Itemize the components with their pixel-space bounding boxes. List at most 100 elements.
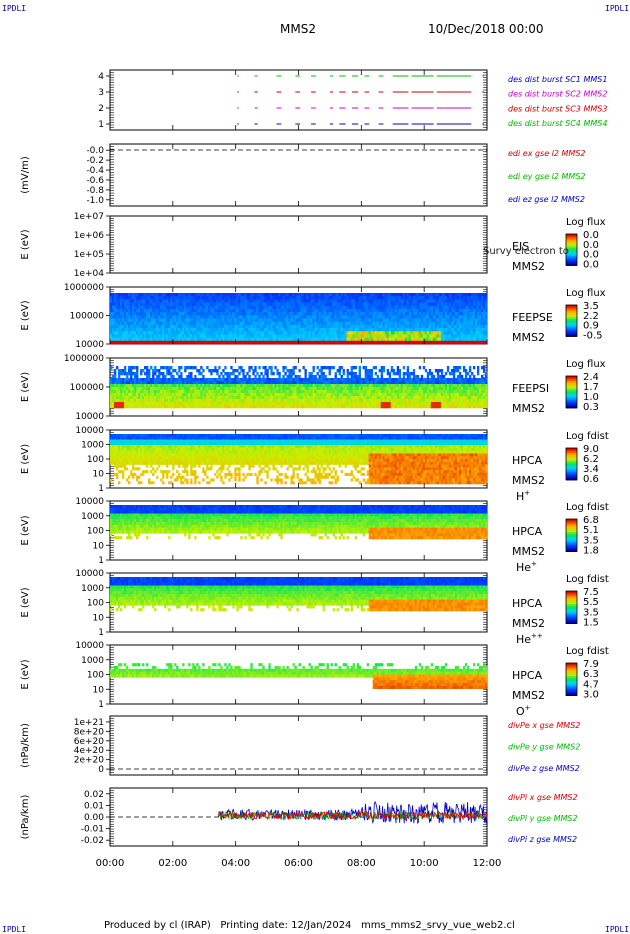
- heatmap-cell: [170, 375, 173, 379]
- heatmap-cell: [366, 399, 369, 403]
- heatmap-cell: [252, 396, 255, 400]
- heatmap-cell: [198, 305, 201, 310]
- heatmap-cell: [192, 405, 195, 409]
- heatmap-cell: [320, 396, 323, 400]
- heatmap-cell: [320, 366, 323, 370]
- heatmap-cell: [152, 337, 155, 342]
- heatmap-cell: [300, 321, 303, 326]
- heatmap-cell: [270, 305, 273, 310]
- heatmap-cell: [484, 318, 488, 322]
- heatmap-cell: [376, 315, 380, 319]
- heatmap-cell: [224, 299, 227, 303]
- heatmap-cell: [144, 299, 147, 303]
- heatmap-cell: [328, 390, 331, 394]
- heatmap-cell: [220, 372, 223, 376]
- heatmap-cell: [408, 299, 412, 303]
- heatmap-cell: [396, 337, 400, 342]
- heatmap-cell: [292, 340, 295, 345]
- heatmap-cell: [176, 299, 179, 303]
- heatmap-cell: [182, 299, 185, 303]
- heatmap-cell: [354, 384, 357, 388]
- heatmap-cell: [366, 302, 369, 307]
- heatmap-cell: [392, 331, 396, 335]
- heatmap-cell: [274, 340, 277, 345]
- heatmap-cell: [114, 405, 117, 409]
- heatmap-cell: [246, 328, 249, 332]
- heatmap-cell: [232, 396, 235, 400]
- heatmap-cell: [348, 293, 351, 297]
- heatmap-cell: [284, 318, 287, 322]
- heatmap-cell: [296, 324, 299, 329]
- heatmap-cell: [446, 299, 450, 303]
- heatmap-cell: [228, 396, 231, 400]
- heatmap-cell: [148, 308, 151, 313]
- heatmap-cell: [268, 334, 271, 338]
- heatmap-cell: [356, 399, 359, 403]
- heatmap-cell: [274, 387, 277, 391]
- heatmap-feepsi: [110, 366, 488, 409]
- heatmap-cell: [262, 312, 265, 316]
- heatmap-cell: [370, 299, 373, 303]
- heatmap-cell: [434, 331, 438, 335]
- heatmap-cell: [266, 340, 269, 345]
- heatmap-cell: [176, 331, 179, 335]
- heatmap-cell: [328, 318, 331, 322]
- heatmap-cell: [412, 305, 416, 310]
- heatmap-cell: [346, 318, 349, 322]
- heatmap-cell: [236, 340, 239, 345]
- heatmap-cell: [258, 387, 261, 391]
- heatmap-cell: [168, 340, 171, 345]
- heatmap-cell: [304, 308, 307, 313]
- heatmap-cell: [310, 312, 313, 316]
- heatmap-cell: [180, 384, 183, 388]
- heatmap-cell: [234, 384, 237, 388]
- heatmap-cell: [250, 302, 253, 307]
- heatmap-cell: [430, 324, 434, 329]
- heatmap-cell: [202, 393, 205, 397]
- heatmap-cell: [312, 321, 315, 326]
- heatmap-cell: [362, 405, 365, 409]
- heatmap-cell: [336, 318, 339, 322]
- heatmap-cell: [234, 387, 237, 391]
- heatmap-cell: [194, 321, 197, 326]
- heatmap-cell: [122, 381, 125, 385]
- heatmap-cell: [132, 296, 135, 300]
- heatmap-cell: [142, 402, 145, 406]
- heatmap-cell: [286, 384, 289, 388]
- heatmap-cell: [366, 340, 369, 345]
- heatmap-cell: [328, 337, 331, 342]
- heatmap-cell: [464, 340, 468, 345]
- heatmap-cell: [414, 315, 418, 319]
- heatmap-cell: [212, 305, 215, 310]
- heatmap-cell: [396, 299, 400, 303]
- heatmap-cell: [248, 375, 251, 379]
- heatmap-cell: [254, 390, 257, 394]
- heatmap-cell: [452, 334, 456, 338]
- heatmap-cell: [266, 387, 269, 391]
- heatmap-cell: [478, 305, 482, 310]
- heatmap-cell: [146, 378, 149, 382]
- heatmap-cell: [292, 405, 295, 409]
- heatmap-cell: [462, 340, 466, 345]
- heatmap-cell: [254, 340, 257, 345]
- heatmap-cell: [342, 328, 345, 332]
- heatmap-cell: [134, 334, 137, 338]
- heatmap-cell: [278, 381, 281, 385]
- heatmap-cell: [278, 293, 281, 297]
- heatmap-cell: [316, 312, 319, 316]
- heatmap-cell: [114, 305, 117, 310]
- heatmap-cell: [300, 337, 303, 342]
- heatmap-cell: [342, 324, 345, 329]
- heatmap-cell: [332, 331, 335, 335]
- heatmap-cell: [144, 324, 147, 329]
- heatmap-cell: [352, 328, 355, 332]
- heatmap-cell: [114, 381, 117, 385]
- heatmap-cell: [172, 334, 175, 338]
- heatmap-cell: [160, 299, 163, 303]
- heatmap-cell: [240, 396, 243, 400]
- heatmap-cell: [414, 337, 418, 342]
- heatmap-cell: [238, 324, 241, 329]
- heatmap-cell: [366, 372, 369, 376]
- heatmap-cell: [272, 337, 275, 342]
- heatmap-cell: [318, 334, 321, 338]
